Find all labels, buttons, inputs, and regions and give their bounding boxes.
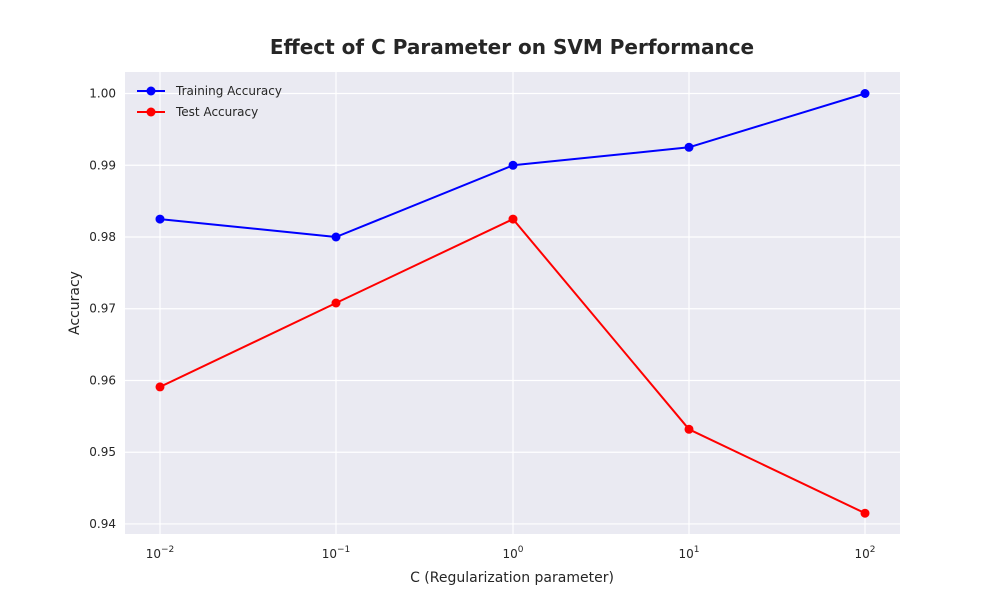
data-point xyxy=(508,160,518,170)
x-tick-label: 10−1 xyxy=(322,545,351,561)
x-tick-label: 10−2 xyxy=(146,545,175,561)
x-tick-label: 101 xyxy=(678,545,699,561)
y-tick-label: 0.98 xyxy=(89,230,116,244)
data-point xyxy=(155,382,165,392)
chart-title: Effect of C Parameter on SVM Performance xyxy=(270,35,754,59)
y-tick-label: 0.99 xyxy=(89,158,116,172)
data-point xyxy=(860,508,870,518)
legend-label: Training Accuracy xyxy=(175,84,282,98)
y-axis-ticks: 0.94 0.95 0.96 0.97 0.98 0.99 1.00 xyxy=(89,87,116,531)
legend: Training Accuracy Test Accuracy xyxy=(137,84,282,119)
data-point xyxy=(684,424,694,434)
series-layer xyxy=(155,89,870,518)
y-tick-label: 0.95 xyxy=(89,445,116,459)
data-point xyxy=(860,89,870,98)
x-axis-label: C (Regularization parameter) xyxy=(410,570,614,586)
x-tick-label: 102 xyxy=(854,545,875,561)
data-point xyxy=(155,214,165,224)
data-point xyxy=(331,298,341,308)
y-tick-label: 0.96 xyxy=(89,373,116,387)
y-tick-label: 1.00 xyxy=(89,87,116,101)
y-axis-label: Accuracy xyxy=(67,271,83,335)
y-tick-label: 0.94 xyxy=(89,517,116,531)
legend-marker xyxy=(146,107,156,117)
data-point xyxy=(508,214,518,224)
data-point xyxy=(331,232,341,242)
x-axis-ticks: 10−2 10−1 100 101 102 xyxy=(146,545,876,561)
data-point xyxy=(684,142,694,152)
x-tick-label: 100 xyxy=(502,545,523,561)
y-tick-label: 0.97 xyxy=(89,302,116,316)
legend-marker xyxy=(146,86,156,96)
legend-label: Test Accuracy xyxy=(175,105,258,119)
